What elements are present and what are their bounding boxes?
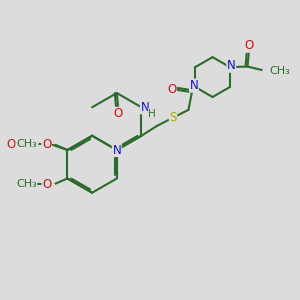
Text: O: O [42,178,51,191]
Text: N: N [112,143,121,157]
Text: OCH₃: OCH₃ [7,138,38,151]
Text: N: N [227,59,236,72]
Text: O: O [42,137,51,151]
Text: O: O [244,39,254,52]
Text: O: O [42,138,51,151]
Text: O: O [114,107,123,120]
Text: CH₃: CH₃ [16,139,37,149]
Text: O: O [167,83,177,96]
Text: N: N [140,101,149,114]
Text: CH₃: CH₃ [16,179,37,190]
Text: CH₃: CH₃ [270,66,290,76]
Text: S: S [169,111,177,124]
Text: H: H [148,109,156,118]
Text: N: N [190,79,198,92]
